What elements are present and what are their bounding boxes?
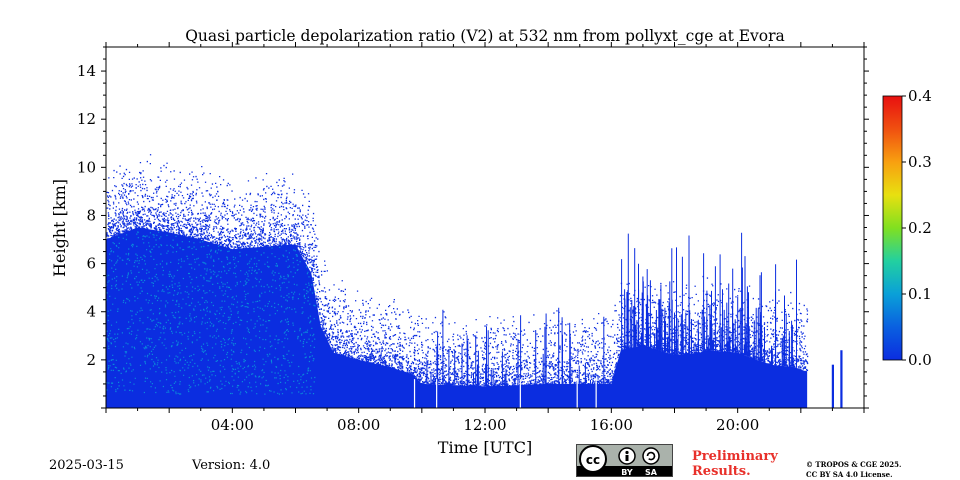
x-tick-label: 16:00: [590, 416, 633, 434]
colorbar-tick-label: 0.0: [908, 351, 932, 369]
x-axis: 04:00 08:00 12:00 16:00 20:00: [105, 42, 865, 434]
copyright-line2: CC BY SA 4.0 License.: [806, 470, 893, 479]
x-tick-label: 12:00: [463, 416, 506, 434]
chart-title: Quasi particle depolarization ratio (V2)…: [185, 27, 785, 45]
copyright-line1: © TROPOS & CGE 2025.: [806, 460, 902, 469]
preliminary-line1: Preliminary: [692, 449, 778, 464]
cc-icon: [579, 445, 607, 473]
y-tick-label: 6: [86, 255, 96, 273]
y-tick-label: 14: [77, 62, 96, 80]
x-tick-label: 20:00: [716, 416, 759, 434]
y-tick-label: 2: [86, 351, 96, 369]
preliminary-notice: Preliminary Results.: [692, 449, 778, 479]
heatmap-area: [106, 154, 843, 408]
data-gap-line: [413, 379, 416, 408]
data-gap-line: [436, 379, 438, 408]
data-gap-line: [595, 379, 597, 408]
colorbar-tick-label: 0.4: [908, 87, 932, 105]
svg-text:cc: cc: [586, 453, 600, 467]
data-gap-line: [519, 379, 521, 408]
aerosol-streaks: [426, 232, 797, 387]
x-tick-label: 08:00: [337, 416, 380, 434]
sa-icon: [642, 447, 660, 465]
version-label: Version: 4.0: [192, 458, 271, 473]
cc-by-label: BY: [621, 468, 633, 476]
signal-region: [106, 227, 808, 408]
x-axis-label: Time [UTC]: [438, 438, 532, 457]
y-axis-label: Height [km]: [50, 179, 69, 277]
date-label: 2025-03-15: [49, 458, 124, 473]
signal-segment: [840, 350, 843, 408]
colorbar-tick-label: 0.1: [908, 285, 932, 303]
data-gap-line: [576, 379, 578, 408]
colorbar: [882, 95, 903, 361]
preliminary-line2: Results.: [692, 464, 751, 479]
y-tick-label: 10: [77, 158, 96, 176]
y-axis: 2 4 6 8 10 12 14: [77, 46, 869, 409]
cc-sa-label: SA: [645, 468, 658, 476]
y-tick-label: 12: [77, 110, 96, 128]
colorbar-axis: 0.0 0.1 0.2 0.3 0.4: [902, 87, 932, 369]
copyright-notice: © TROPOS & CGE 2025. CC BY SA 4.0 Licens…: [806, 460, 901, 480]
y-tick-label: 8: [86, 206, 96, 224]
colorbar-tick-label: 0.2: [908, 219, 932, 237]
signal-segment: [831, 364, 834, 408]
colorbar-tick-label: 0.3: [908, 153, 932, 171]
x-tick-label: 04:00: [211, 416, 254, 434]
cc-license-badge: cc BY SA: [576, 444, 673, 477]
y-tick-label: 4: [86, 303, 96, 321]
